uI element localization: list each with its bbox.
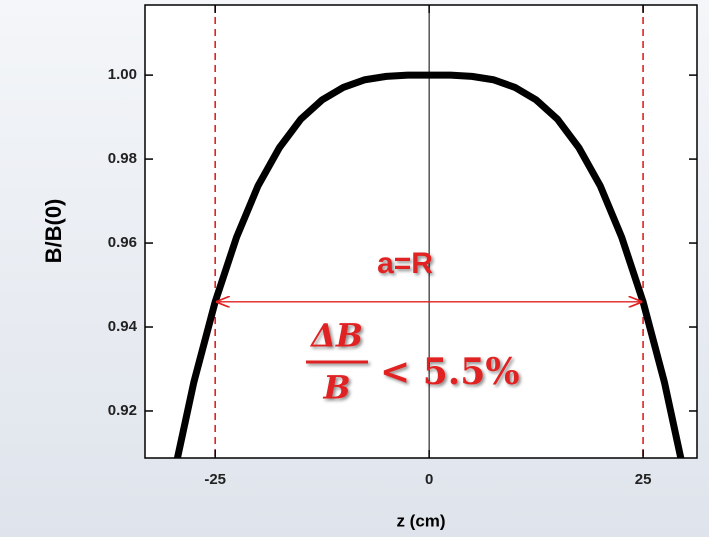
x-tick-label: 25 <box>635 471 652 488</box>
y-tick-label: 1.00 <box>108 66 137 83</box>
y-axis-label: B/B(0) <box>41 199 66 264</box>
x-axis-label: z (cm) <box>396 511 445 530</box>
y-tick-label: 0.96 <box>108 234 137 251</box>
span-label: a=R <box>377 247 433 280</box>
fraction-numerator: ΔB <box>309 317 363 355</box>
fraction-denominator: B <box>322 369 350 407</box>
data-line <box>173 71 685 458</box>
relation: < 5.5% <box>380 351 520 393</box>
y-tick-label: 0.98 <box>108 150 137 167</box>
frame <box>144 4 698 459</box>
x-tick-label: -25 <box>204 471 226 488</box>
x-tick-label: 0 <box>425 471 433 488</box>
y-tick-label: 0.94 <box>108 318 138 335</box>
y-tick-label: 0.92 <box>108 402 137 419</box>
